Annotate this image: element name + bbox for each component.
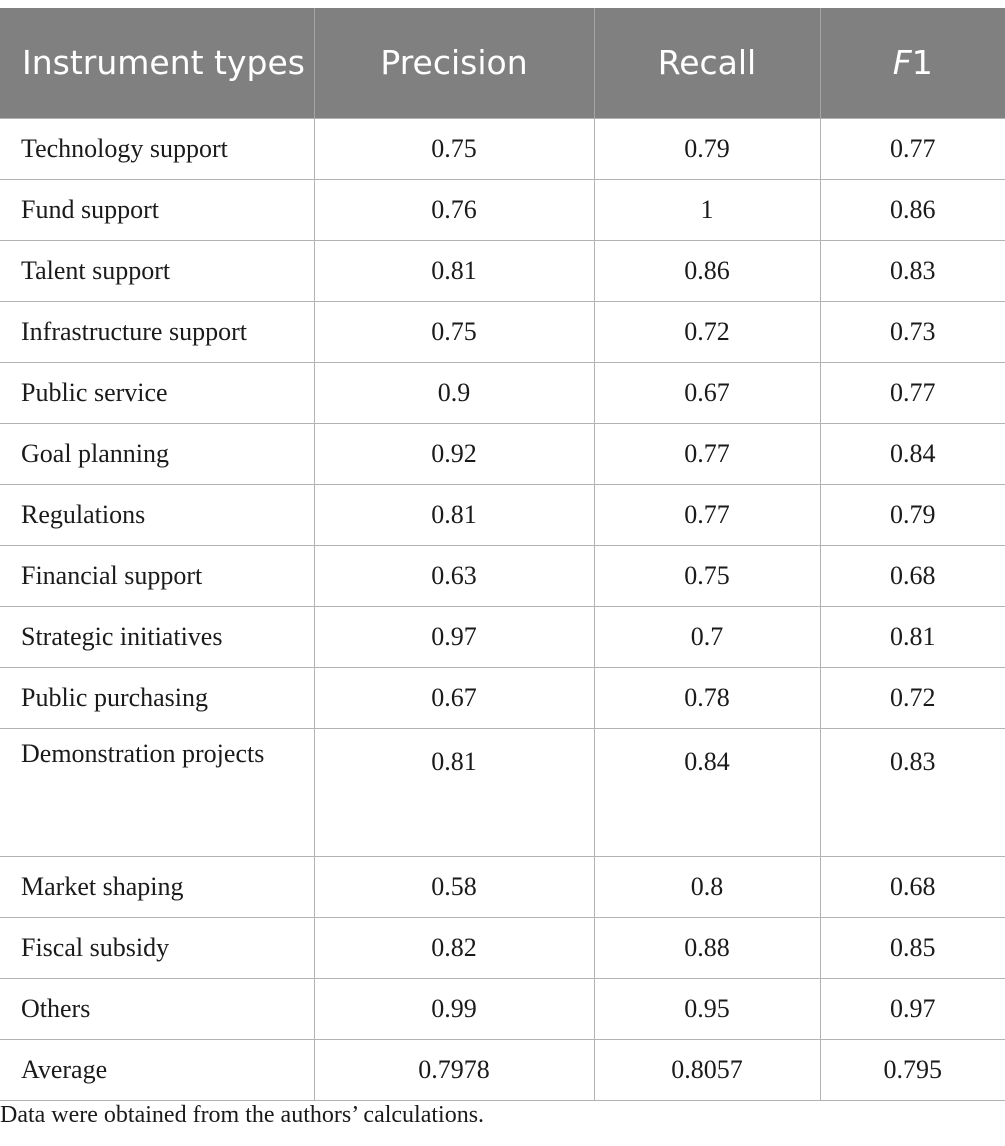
cell-f1: 0.81 <box>819 606 1005 668</box>
cell-instrument-type: Financial support <box>0 545 315 607</box>
cell-precision: 0.99 <box>313 978 595 1040</box>
cell-f1: 0.86 <box>819 179 1005 241</box>
cell-precision: 0.63 <box>313 545 595 607</box>
cell-instrument-type: Infrastructure support <box>0 301 315 363</box>
table-row: Demonstration projects 0.81 0.84 0.83 <box>0 728 1005 857</box>
cell-f1: 0.795 <box>819 1039 1005 1101</box>
cell-instrument-type: Goal planning <box>0 423 315 485</box>
table-row: Strategic initiatives 0.97 0.7 0.81 <box>0 606 1005 668</box>
table-row: Others 0.99 0.95 0.97 <box>0 978 1005 1040</box>
cell-f1: 0.73 <box>819 301 1005 363</box>
cell-instrument-type: Average <box>0 1039 315 1101</box>
cell-instrument-type: Market shaping <box>0 856 315 918</box>
cell-f1: 0.84 <box>819 423 1005 485</box>
cell-recall: 0.72 <box>593 301 821 363</box>
cell-precision: 0.97 <box>313 606 595 668</box>
cell-precision: 0.75 <box>313 118 595 180</box>
cell-instrument-type: Strategic initiatives <box>0 606 315 668</box>
cell-precision: 0.76 <box>313 179 595 241</box>
cell-instrument-type: Others <box>0 978 315 1040</box>
cell-recall: 1 <box>593 179 821 241</box>
cell-instrument-type: Fiscal subsidy <box>0 917 315 979</box>
table-row: Goal planning 0.92 0.77 0.84 <box>0 423 1005 485</box>
table-row: Average 0.7978 0.8057 0.795 <box>0 1039 1005 1101</box>
cell-precision: 0.75 <box>313 301 595 363</box>
cell-precision: 0.81 <box>313 484 595 546</box>
cell-recall: 0.79 <box>593 118 821 180</box>
cell-recall: 0.7 <box>593 606 821 668</box>
cell-instrument-type: Talent support <box>0 240 315 302</box>
cell-f1: 0.72 <box>819 667 1005 729</box>
cell-recall: 0.75 <box>593 545 821 607</box>
table-row: Financial support 0.63 0.75 0.68 <box>0 545 1005 607</box>
cell-recall: 0.77 <box>593 484 821 546</box>
table-row: Fund support 0.76 1 0.86 <box>0 179 1005 241</box>
cell-precision: 0.67 <box>313 667 595 729</box>
cell-f1: 0.77 <box>819 362 1005 424</box>
table-body: Technology support 0.75 0.79 0.77 Fund suppo… <box>0 118 1005 1101</box>
table-row: Infrastructure support 0.75 0.72 0.73 <box>0 301 1005 363</box>
table-header: Instrument types Precision Recall F1 <box>0 8 1005 119</box>
header-f1-digit: 1 <box>911 43 933 82</box>
cell-recall: 0.67 <box>593 362 821 424</box>
cell-f1: 0.85 <box>819 917 1005 979</box>
table-footnote: Data were obtained from the authors’ cal… <box>0 1102 485 1128</box>
cell-recall: 0.8 <box>593 856 821 918</box>
cell-precision: 0.81 <box>313 240 595 302</box>
header-f1: F1 <box>820 8 1005 119</box>
cell-f1: 0.77 <box>819 118 1005 180</box>
cell-recall: 0.86 <box>593 240 821 302</box>
cell-precision: 0.92 <box>313 423 595 485</box>
cell-recall: 0.84 <box>593 728 821 857</box>
cell-recall: 0.88 <box>593 917 821 979</box>
cell-f1: 0.68 <box>819 856 1005 918</box>
header-instrument-types: Instrument types <box>0 8 315 119</box>
table-row: Regulations 0.81 0.77 0.79 <box>0 484 1005 546</box>
cell-f1: 0.97 <box>819 978 1005 1040</box>
cell-recall: 0.78 <box>593 667 821 729</box>
cell-precision: 0.7978 <box>313 1039 595 1101</box>
cell-f1: 0.83 <box>819 728 1005 857</box>
cell-f1: 0.68 <box>819 545 1005 607</box>
table-row: Talent support 0.81 0.86 0.83 <box>0 240 1005 302</box>
cell-recall: 0.95 <box>593 978 821 1040</box>
cell-instrument-type: Demonstration projects <box>0 728 315 857</box>
cell-precision: 0.58 <box>313 856 595 918</box>
cell-instrument-type: Fund support <box>0 179 315 241</box>
cell-recall: 0.77 <box>593 423 821 485</box>
cell-instrument-type: Public purchasing <box>0 667 315 729</box>
cell-precision: 0.82 <box>313 917 595 979</box>
cell-recall: 0.8057 <box>593 1039 821 1101</box>
results-table: Instrument types Precision Recall F1 Tec… <box>0 8 1005 1101</box>
cell-f1: 0.83 <box>819 240 1005 302</box>
cell-instrument-type: Public service <box>0 362 315 424</box>
header-recall: Recall <box>594 8 821 119</box>
table-row: Fiscal subsidy 0.82 0.88 0.85 <box>0 917 1005 979</box>
cell-precision: 0.9 <box>313 362 595 424</box>
cell-f1: 0.79 <box>819 484 1005 546</box>
table-row: Market shaping 0.58 0.8 0.68 <box>0 856 1005 918</box>
cell-instrument-type: Regulations <box>0 484 315 546</box>
header-f1-letter: F <box>892 43 912 82</box>
cell-instrument-type: Technology support <box>0 118 315 180</box>
table-row: Technology support 0.75 0.79 0.77 <box>0 118 1005 180</box>
header-precision: Precision <box>314 8 595 119</box>
table-row: Public service 0.9 0.67 0.77 <box>0 362 1005 424</box>
table-row: Public purchasing 0.67 0.78 0.72 <box>0 667 1005 729</box>
cell-precision: 0.81 <box>313 728 595 857</box>
